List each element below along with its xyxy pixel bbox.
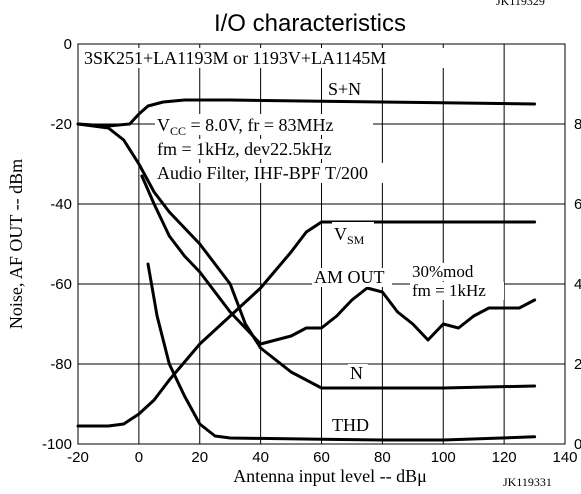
series-lines bbox=[76, 98, 537, 442]
right-tick-label: 8 bbox=[574, 116, 581, 133]
vcc-symbol: V bbox=[157, 115, 170, 135]
y-tick-label: -80 bbox=[50, 356, 72, 373]
series-line-n bbox=[76, 122, 537, 390]
x-tick-label: 100 bbox=[431, 449, 456, 466]
device-annotation: 3SK251+LA1193M or 1193V+LA1145M bbox=[84, 48, 386, 68]
x-tick-label: 140 bbox=[552, 449, 577, 466]
axis-ticks: -20 0 20 40 60 80 100 120 1400-20-40-60-80-10086… bbox=[42, 36, 581, 466]
series-line-thd bbox=[146, 262, 537, 442]
mod-annotation: 30%mod bbox=[412, 262, 474, 281]
vcc-bg bbox=[155, 114, 373, 135]
vcc-annotation: VCC = 8.0V, fr = 83MHz bbox=[157, 115, 333, 138]
annotations: I/O characteristics JK119329 Antenna input… bbox=[6, 0, 552, 489]
right-tick-label: 2 bbox=[574, 356, 581, 373]
mod-fm-annotation-bg bbox=[410, 282, 504, 300]
y-tick-label: -20 bbox=[50, 116, 72, 133]
device-annotation-bg bbox=[82, 48, 446, 68]
x-tick-label: 0 bbox=[135, 449, 143, 466]
x-tick-label: 60 bbox=[313, 449, 330, 466]
series-label-n-bg bbox=[348, 364, 368, 383]
x-axis-label: Antenna input level -- dBμ bbox=[233, 466, 427, 486]
vcc-subscript: CC bbox=[170, 124, 186, 138]
series-label-thd-bg bbox=[330, 416, 376, 435]
right-tick-label: 6 bbox=[574, 196, 581, 213]
series-label-am-out-bg bbox=[312, 268, 392, 287]
vsm-symbol: V bbox=[334, 224, 347, 244]
figure-code: JK119331 bbox=[503, 475, 552, 489]
x-tick-label: 80 bbox=[374, 449, 391, 466]
series-label-am-out: AM OUT bbox=[314, 267, 385, 287]
series-label-vsm-bg bbox=[332, 222, 374, 246]
filter-annotation: Audio Filter, IHF-BPF T/200 bbox=[157, 163, 368, 183]
series-line-v bbox=[76, 220, 537, 428]
mod-fm-annotation: fm = 1kHz bbox=[412, 281, 486, 300]
series-label-s-n-bg bbox=[326, 80, 368, 99]
y-axis-label: Noise, AF OUT -- dBm bbox=[6, 159, 26, 329]
x-tick-label: 20 bbox=[191, 449, 208, 466]
x-tick-label: 40 bbox=[252, 449, 269, 466]
y-tick-label: 0 bbox=[64, 36, 72, 53]
top-partial-code: JK119329 bbox=[496, 0, 545, 8]
x-tick-label: 120 bbox=[492, 449, 517, 466]
vsm-subscript: SM bbox=[347, 233, 365, 247]
vcc-value: = 8.0V, fr = 83MHz bbox=[186, 115, 333, 135]
right-tick-label: 0 bbox=[574, 436, 581, 453]
right-tick-label: 4 bbox=[574, 276, 581, 293]
series-label-vsm: VSM bbox=[334, 224, 365, 247]
series-label-s-n: S+N bbox=[328, 79, 361, 99]
mod-annotation-bg bbox=[410, 263, 482, 281]
fm-annotation-bg bbox=[155, 139, 347, 159]
chart-title: I/O characteristics bbox=[214, 10, 406, 37]
y-tick-label: -40 bbox=[50, 196, 72, 213]
series-line-am-out bbox=[140, 174, 537, 346]
y-tick-label: -60 bbox=[50, 276, 72, 293]
x-tick-label: -20 bbox=[67, 449, 89, 466]
y-tick-label: -100 bbox=[42, 436, 72, 453]
series-line-s-n bbox=[76, 98, 537, 128]
filter-annotation-bg bbox=[155, 163, 395, 183]
fm-annotation: fm = 1kHz, dev22.5kHz bbox=[157, 139, 332, 159]
series-label-n: N bbox=[350, 363, 363, 383]
series-label-thd: THD bbox=[332, 415, 369, 435]
